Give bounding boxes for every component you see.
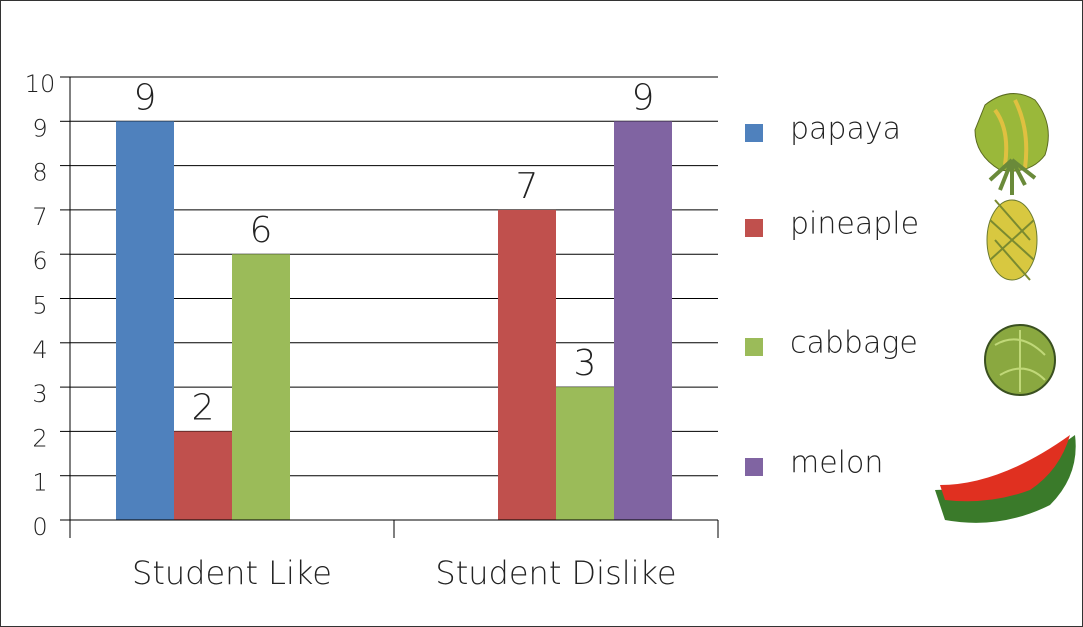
bar (556, 387, 614, 520)
y-tick-label: 9 (32, 114, 47, 142)
legend-label: pineaple (790, 207, 919, 242)
legend-label: melon (790, 446, 883, 481)
value-label: 2 (192, 387, 215, 428)
y-tick-label: 4 (32, 336, 47, 364)
y-tick-label: 2 (32, 424, 47, 452)
melon-icon (935, 435, 1076, 523)
value-label: 7 (516, 166, 539, 207)
bar (498, 209, 556, 520)
value-label: 9 (632, 77, 655, 118)
y-tick-label: 3 (32, 380, 47, 408)
x-tick-label: Student Dislike (435, 554, 676, 592)
value-label: 3 (574, 343, 597, 384)
legend-label: cabbage (790, 326, 918, 361)
bar (174, 431, 232, 520)
bar (116, 121, 174, 521)
bar (614, 121, 672, 521)
legend-swatch (745, 338, 763, 356)
x-tick-label: Student Like (132, 554, 332, 592)
legend-label: papaya (790, 112, 901, 147)
y-tick-label: 6 (32, 247, 47, 275)
cabbage-icon (984, 324, 1056, 396)
y-tick-label: 10 (25, 70, 56, 98)
y-tick-label: 1 (32, 469, 47, 497)
papaya-icon (974, 93, 1049, 172)
y-tick-label: 7 (32, 203, 47, 231)
y-tick-label: 5 (32, 292, 47, 320)
value-label: 9 (134, 77, 157, 118)
legend-swatch (745, 124, 763, 142)
legend-swatch (745, 219, 763, 237)
value-label: 6 (250, 210, 273, 251)
legend-swatch (745, 458, 763, 476)
bar (232, 254, 290, 520)
pineapple-icon (986, 158, 1038, 281)
y-tick-label: 8 (32, 159, 47, 187)
y-tick-label: 0 (32, 513, 47, 541)
